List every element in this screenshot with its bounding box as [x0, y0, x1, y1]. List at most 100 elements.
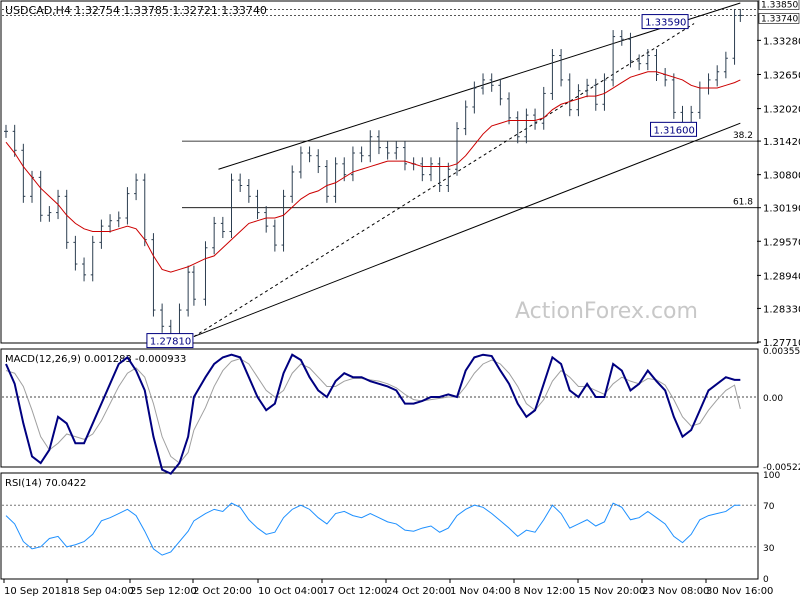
price-bar	[706, 73, 711, 95]
channel-mid-dashed-line	[193, 23, 695, 338]
macd-line	[5, 353, 741, 475]
price-tick-label: 1.30190	[763, 204, 800, 215]
x-tick-label: 10 Oct 04:00	[258, 586, 323, 597]
price-bar	[73, 235, 78, 271]
macd-panel-frame	[0, 348, 759, 468]
macd-tick-label: -0.005222	[763, 463, 800, 473]
rsi-tick-label: 30	[763, 544, 775, 554]
price-bar	[116, 211, 121, 228]
price-callout-label: 1.33590	[645, 18, 686, 29]
macd-signal-line	[5, 358, 741, 464]
price-bar	[376, 130, 381, 155]
x-tick-label: 30 Nov 16:00	[706, 586, 773, 597]
price-bar	[628, 32, 633, 68]
price-bar	[645, 49, 650, 71]
price-bar	[316, 149, 321, 174]
moving-average-series	[5, 71, 741, 273]
rsi-series-group: 100 70 30 0	[2, 471, 780, 585]
watermark: ActionForex.com	[515, 299, 698, 324]
price-callout-box	[641, 14, 689, 30]
moving-average-line	[5, 71, 741, 273]
price-bar	[567, 73, 572, 117]
price-bar	[160, 303, 165, 333]
price-callout-label: 1.27810	[150, 337, 191, 348]
price-bar	[637, 54, 642, 71]
price-bar	[82, 257, 87, 282]
macd-tick-label: 0.00	[763, 394, 783, 404]
price-tick-label: 1.28330	[763, 304, 800, 315]
price-callout-box	[146, 333, 194, 349]
price-bar	[611, 30, 616, 87]
price-bar	[298, 146, 303, 179]
price-bar	[255, 189, 260, 220]
price-bar	[481, 73, 486, 95]
rsi-line	[5, 502, 741, 556]
price-bar	[229, 173, 234, 239]
price-bar	[191, 265, 196, 306]
channel-upper-line	[218, 2, 741, 170]
price-callout-box	[650, 121, 698, 137]
macd-series-group: 0.003558 0.00 -0.005222	[2, 347, 800, 475]
x-tick-label: 23 Nov 08:00	[642, 586, 709, 597]
macd-tick-label: 0.003558	[763, 347, 800, 357]
price-bar	[125, 187, 130, 225]
price-bar	[402, 141, 407, 171]
rsi-tick-label: 100	[763, 471, 780, 481]
price-bar	[533, 108, 538, 130]
price-bar	[654, 49, 659, 81]
price-bar	[576, 84, 581, 117]
price-tag-label: 1.33850	[761, 0, 798, 10]
price-bar	[446, 162, 451, 192]
price-bar	[324, 160, 329, 203]
price-bar	[489, 73, 494, 92]
x-tick-label: 10 Sep 2018	[4, 586, 67, 597]
x-tick-label: 17 Oct 12:00	[322, 586, 387, 597]
price-bar	[619, 30, 624, 46]
price-bar	[559, 49, 564, 87]
price-tick-label: 1.29570	[763, 237, 800, 248]
price-bar	[515, 111, 520, 144]
price-bar	[108, 214, 113, 233]
price-bar	[738, 8, 743, 22]
fibonacci-level-label: 38.2	[733, 131, 753, 141]
price-bar	[602, 73, 607, 111]
price-annotations: 38.2 61.8	[2, 2, 757, 338]
price-tick-label: 1.33280	[763, 36, 800, 47]
x-tick-label: 15 Nov 20:00	[578, 586, 645, 597]
price-bar	[238, 173, 243, 192]
price-bar	[498, 78, 503, 106]
channel-lower-line	[193, 122, 741, 338]
price-bar	[550, 49, 555, 100]
price-tag-box	[758, 0, 800, 10]
price-bar	[463, 100, 468, 136]
price-tick-label: 1.31420	[763, 137, 800, 148]
price-bar	[428, 157, 433, 182]
price-bar	[246, 178, 251, 203]
price-bar	[142, 173, 147, 247]
price-tag-box	[758, 13, 800, 24]
price-bar	[593, 78, 598, 111]
price-tick-label: 1.30800	[763, 171, 800, 182]
price-bar	[385, 141, 390, 160]
price-bar	[420, 157, 425, 182]
price-bar	[723, 51, 728, 79]
price-bar	[333, 157, 338, 203]
price-tick-label: 1.28940	[763, 271, 800, 282]
price-bar	[307, 146, 312, 163]
price-bar	[21, 143, 26, 203]
rsi-tick-label: 70	[763, 502, 775, 512]
price-bar	[212, 216, 217, 255]
fibonacci-level-label: 61.8	[733, 198, 753, 208]
price-bar	[524, 108, 529, 144]
price-bar	[281, 189, 286, 252]
price-bar	[272, 219, 277, 252]
price-panel-header: USDCAD,H4 1.32754 1.33785 1.32721 1.3374…	[5, 4, 267, 17]
price-panel-frame	[0, 0, 759, 344]
price-bar	[359, 146, 364, 163]
price-bar	[134, 173, 139, 201]
price-bars-series	[4, 8, 743, 341]
price-bar	[90, 235, 95, 282]
